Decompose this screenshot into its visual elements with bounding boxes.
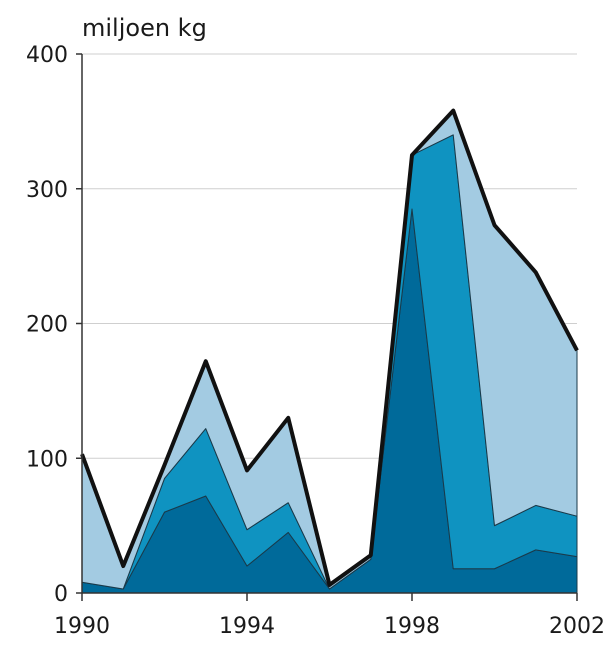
x-tick-label-1998: 1998 [384,614,440,639]
y-tick-label-0: 0 [54,582,68,607]
axes [76,53,578,601]
total-line-group [80,108,579,587]
y-axis-unit-label: miljoen kg [82,14,207,42]
area-layers [81,110,578,594]
y-tick-label-400: 400 [26,43,68,68]
x-tick-label-1994: 1994 [219,614,275,639]
y-tick-labels: 0 100 200 300 400 [26,43,68,607]
x-tick-label-2002: 2002 [549,614,605,639]
y-tick-label-100: 100 [26,447,68,472]
y-tick-label-200: 200 [26,313,68,338]
x-tick-label-1990: 1990 [54,614,110,639]
x-tick-labels: 1990 1994 1998 2002 [54,614,605,639]
total-line [80,108,579,587]
y-tick-label-300: 300 [26,178,68,203]
